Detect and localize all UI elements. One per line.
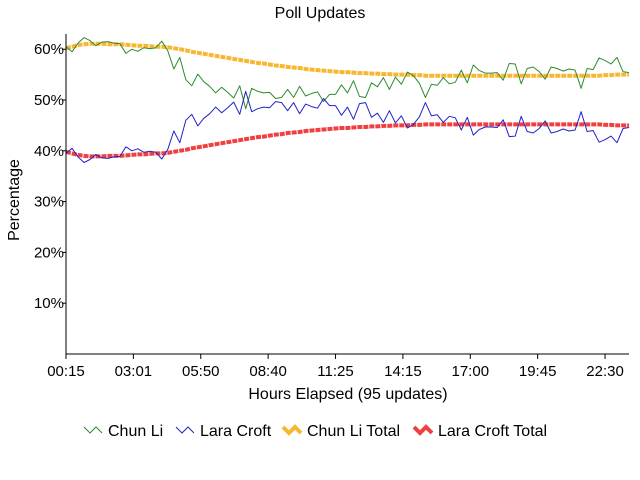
x-tick-label: 00:15: [47, 363, 85, 380]
series-line-chun-li: [65, 37, 630, 110]
chart-title: Poll Updates: [275, 5, 366, 22]
legend-swatch: [83, 426, 103, 434]
x-tick-label: 19:45: [519, 363, 557, 380]
x-tick-label: 03:01: [115, 363, 153, 380]
legend-item-lara-croft-total: Lara Croft Total: [412, 423, 547, 440]
legend-item-chun-li: Chun Li: [83, 423, 163, 440]
legend-swatch: [175, 426, 195, 434]
legend-swatch: [281, 424, 303, 436]
legend-label: Lara Croft: [200, 423, 272, 440]
x-tick-label: 08:40: [249, 363, 287, 380]
x-tick-label: 17:00: [452, 363, 490, 380]
y-axis: 10% 20% 30% 40% 50% 60%: [34, 34, 67, 354]
x-axis: 00:15 03:01 05:50 08:40 11:25 14:15 17:00 19:45…: [47, 353, 629, 380]
series-line-lara-croft-total: [65, 122, 629, 159]
y-tick-label: 20%: [34, 244, 64, 261]
x-tick-label: 22:30: [586, 363, 624, 380]
legend-label: Chun Li Total: [307, 423, 400, 440]
y-axis-label: Percentage: [6, 159, 23, 241]
series-line-lara-croft: [65, 90, 630, 163]
y-tick-label: 30%: [34, 194, 64, 211]
plot-area: [65, 37, 630, 163]
x-tick-label: 14:15: [384, 363, 422, 380]
legend: Chun Li Lara Croft Chun Li Total Lara Croft…: [83, 423, 547, 440]
y-tick-label: 50%: [34, 92, 64, 109]
y-tick-label: 60%: [34, 41, 64, 58]
x-axis-label: Hours Elapsed (95 updates): [248, 386, 447, 403]
legend-label: Lara Croft Total: [438, 423, 547, 440]
x-tick-label: 11:25: [317, 363, 353, 380]
legend-item-lara-croft: Lara Croft: [175, 423, 272, 440]
y-tick-label: 40%: [34, 143, 64, 160]
legend-label: Chun Li: [108, 423, 163, 440]
y-tick-label: 10%: [34, 295, 64, 312]
series-line-chun-li-total: [65, 41, 629, 78]
legend-swatch: [412, 424, 434, 436]
legend-item-chun-li-total: Chun Li Total: [281, 423, 400, 440]
x-tick-label: 05:50: [182, 363, 220, 380]
